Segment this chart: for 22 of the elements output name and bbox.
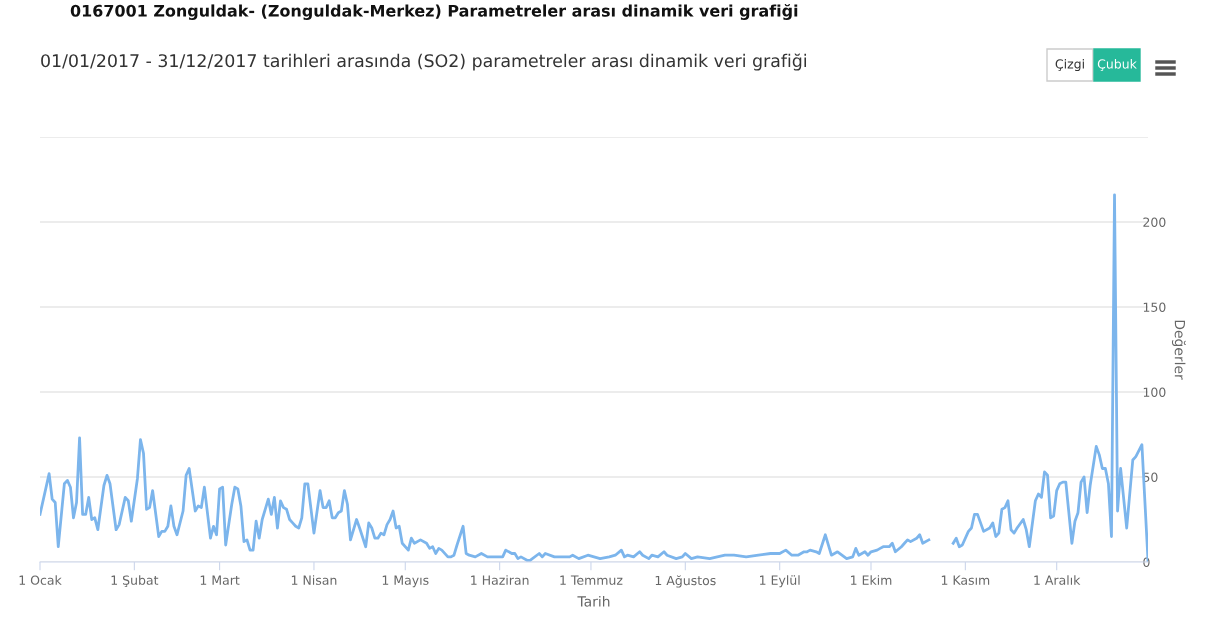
y-axis-title: Değerler (1171, 320, 1186, 380)
x-tick-label: 1 Nisan (291, 575, 337, 585)
y-tick-label: 200 (1143, 217, 1166, 227)
x-tick-label: 1 Şubat (111, 575, 159, 588)
x-tick-label: 1 Haziran (471, 575, 529, 585)
x-tick-label: 1 Mart (200, 575, 240, 585)
text: Çubuk (1097, 58, 1137, 71)
chart-title: 0167001 Zonguldak- (Zonguldak-Merkez) Parametreler arası dinamik veri grafiği (70, 4, 798, 20)
x-tick-label: 1 Temmuz (560, 575, 623, 585)
y-tick-label: 0 (1143, 557, 1150, 567)
chart-subtitle: 01/01/2017 - 31/12/2017 tarihleri arasında (SO2) parametreler arası dinamik veri grafiği (41, 53, 807, 71)
x-tick-label: 1 Kasım (941, 575, 990, 585)
x-tick-label: 1 Aralık (1034, 575, 1081, 585)
x-tick-label: 1 Eylül (760, 575, 800, 588)
x-axis-title: Tarih (577, 595, 610, 607)
y-tick-label: 150 (1143, 302, 1166, 312)
x-tick-label: 1 Ekim (851, 575, 892, 585)
y-tick-label: 100 (1143, 387, 1166, 397)
x-tick-label: 1 Ocak (19, 575, 62, 585)
x-tick-label: 1 Ağustos (655, 575, 716, 588)
text: Çizgi (1055, 58, 1084, 72)
x-tick-label: 1 Mayıs (382, 575, 429, 588)
